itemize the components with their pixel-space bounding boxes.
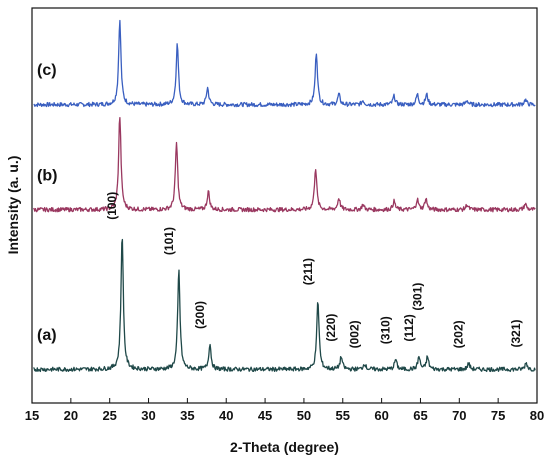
peak-label: (112) <box>402 314 416 341</box>
peak-label: (220) <box>324 314 338 342</box>
trace-labels: (c) (b) (a) <box>37 62 57 344</box>
x-tick-label: 15 <box>25 408 39 423</box>
peak-label: (200) <box>193 301 207 329</box>
peak-label: (301) <box>410 283 424 311</box>
x-tick-label: 60 <box>374 408 388 423</box>
peak-label: (321) <box>509 319 523 347</box>
x-tick-label: 65 <box>413 408 427 423</box>
peak-labels: (100) (101) (200) (211) (220) (002) (310) (112)… <box>105 192 523 349</box>
peak-label: (002) <box>347 320 361 348</box>
series-line-b <box>33 116 536 213</box>
x-tick-label: 80 <box>530 408 544 423</box>
x-tick-label: 70 <box>452 408 466 423</box>
peak-label: (211) <box>301 258 315 285</box>
x-axis-ticks: 15 20 25 30 35 40 45 50 55 60 65 70 75 80 <box>25 398 544 423</box>
x-tick-label: 55 <box>336 408 350 423</box>
trace-label-c: (c) <box>37 62 57 79</box>
x-tick-label: 30 <box>141 408 155 423</box>
x-tick-label: 20 <box>64 408 78 423</box>
peak-label: (100) <box>105 192 119 220</box>
plot-frame <box>31 7 538 404</box>
x-tick-label: 75 <box>491 408 505 423</box>
x-tick-label: 50 <box>297 408 311 423</box>
series-line-a <box>33 238 536 373</box>
series-layer <box>33 19 536 373</box>
x-axis-title: 2-Theta (degree) <box>230 439 339 455</box>
y-axis-title: Intensity (a. u.) <box>5 156 21 255</box>
trace-label-b: (b) <box>37 167 57 184</box>
peak-label: (101) <box>162 227 176 255</box>
trace-label-a: (a) <box>37 327 57 344</box>
series-line-c <box>33 19 536 108</box>
peak-label: (310) <box>379 316 393 344</box>
x-tick-label: 45 <box>258 408 272 423</box>
peak-label: (202) <box>452 320 466 348</box>
x-tick-label: 40 <box>219 408 233 423</box>
x-tick-label: 35 <box>180 408 194 423</box>
x-tick-label: 25 <box>102 408 116 423</box>
